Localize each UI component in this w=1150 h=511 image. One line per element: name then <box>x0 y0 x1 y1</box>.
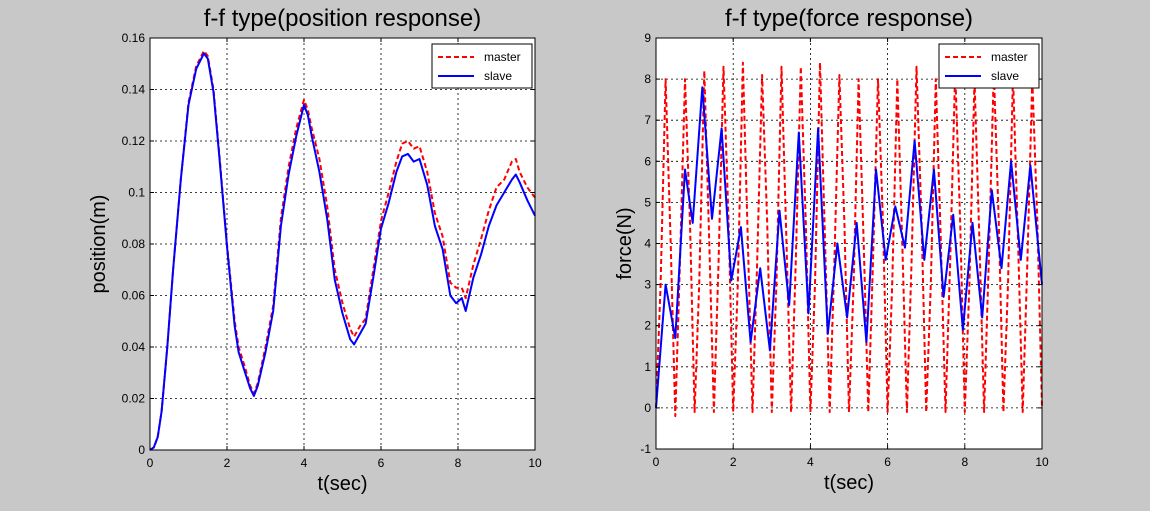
legend: master slave <box>431 43 533 89</box>
x-tick-label: 6 <box>884 455 891 469</box>
x-tick-label: 8 <box>455 456 462 470</box>
series-line-master <box>149 49 536 451</box>
x-tick-label: 0 <box>147 456 154 470</box>
legend-label-slave: slave <box>484 69 512 83</box>
legend-label-master: master <box>991 50 1028 64</box>
y-axis-label: force(N) <box>614 207 636 279</box>
y-tick-label: 0.06 <box>122 289 146 303</box>
y-axis-label: position(m) <box>88 195 110 294</box>
chart-title: f-f type(position response) <box>204 5 481 32</box>
x-tick-label: 0 <box>653 455 660 469</box>
series-line-slave <box>149 52 536 451</box>
legend-label-slave: slave <box>991 69 1019 83</box>
y-tick-label: 5 <box>644 195 651 209</box>
y-tick-label: 2 <box>644 319 651 333</box>
y-tick-label: 9 <box>644 31 651 45</box>
y-tick-label: 0 <box>138 443 145 457</box>
y-tick-label: 0.04 <box>122 340 146 354</box>
y-tick-label: 7 <box>644 113 651 127</box>
y-tick-label: 8 <box>644 72 651 86</box>
y-tick-label: 4 <box>644 237 651 251</box>
y-tick-label: -1 <box>640 442 651 456</box>
y-tick-label: 0 <box>644 401 651 415</box>
y-tick-label: 1 <box>644 360 651 374</box>
legend-box <box>431 43 533 89</box>
series-line-master <box>655 61 1043 418</box>
x-tick-label: 2 <box>730 455 737 469</box>
y-tick-label: 6 <box>644 154 651 168</box>
legend-box <box>938 43 1040 89</box>
x-axis-label: t(sec) <box>318 473 368 495</box>
x-tick-label: 2 <box>224 456 231 470</box>
x-tick-label: 10 <box>528 456 542 470</box>
legend-label-master: master <box>484 50 521 64</box>
chart-position: 0 2 4 6 8 10 0 0.02 0.04 0.06 0.08 0.1 0.12 0.14 0.16 f… <box>88 5 542 495</box>
plot-area <box>150 38 535 450</box>
x-tick-label: 6 <box>378 456 385 470</box>
chart-title: f-f type(force response) <box>725 5 973 32</box>
x-tick-label: 4 <box>807 455 814 469</box>
y-tick-label: 0.02 <box>122 392 146 406</box>
x-axis-label: t(sec) <box>824 472 874 494</box>
y-tick-label: 0.12 <box>122 134 146 148</box>
y-tick-label: 0.1 <box>128 186 145 200</box>
x-tick-label: 8 <box>961 455 968 469</box>
y-tick-label: 0.16 <box>122 31 146 45</box>
series-line-slave <box>655 86 1043 408</box>
y-tick-label: 3 <box>644 278 651 292</box>
y-tick-label: 0.08 <box>122 237 146 251</box>
x-tick-label: 10 <box>1035 455 1049 469</box>
y-tick-label: 0.14 <box>122 83 146 97</box>
legend: master slave <box>938 43 1040 89</box>
x-tick-label: 4 <box>301 456 308 470</box>
